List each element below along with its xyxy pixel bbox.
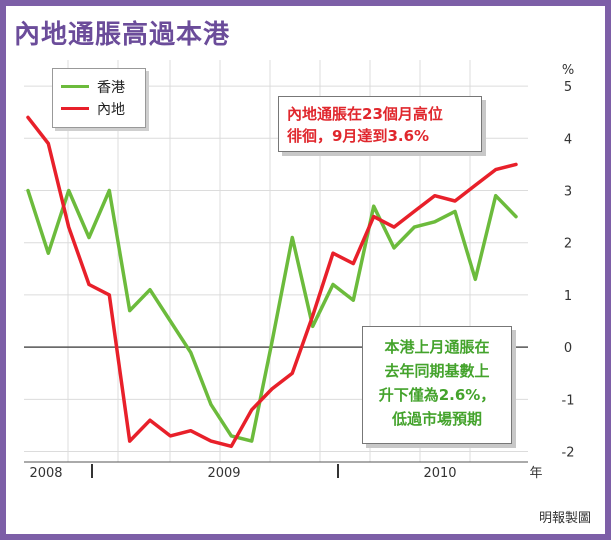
y-tick-label: -1: [562, 393, 575, 408]
x-tick-label: 2009: [207, 466, 240, 481]
hong-kong-annotation-line: 升下僅為2.6%，: [378, 386, 496, 404]
hong-kong-annotation-line: 本港上月通脹在: [384, 338, 490, 356]
y-tick-label: 2: [564, 237, 572, 252]
series-line-mainland: [26, 115, 518, 449]
mainland-annotation: 內地通脹在23個月高位 徘徊，9月達到3.6%: [278, 96, 482, 152]
x-tick-label: 2010: [423, 466, 456, 481]
x-unit-label: 年: [529, 466, 542, 481]
y-unit-label: %: [562, 63, 574, 78]
chart-title: 內地通脹高過本港: [14, 20, 231, 50]
legend-label-hong-kong: 香港: [97, 80, 125, 96]
hong-kong-annotation-line: 低過市場預期: [391, 410, 482, 428]
legend-label-mainland: 內地: [97, 102, 125, 118]
mainland-annotation-line: 內地通脹在23個月高位: [287, 105, 443, 123]
source-credit: 明報製圖: [538, 511, 591, 526]
mainland-annotation-line: 徘徊，9月達到3.6%: [287, 127, 430, 145]
y-tick-label: 3: [564, 185, 572, 200]
legend-swatch-mainland: [61, 107, 89, 110]
x-tick-label: 2008: [29, 466, 62, 481]
hong-kong-annotation: 本港上月通脹在 去年同期基數上 升下僅為2.6%， 低過市場預期: [362, 326, 512, 444]
series-line-hong-kong: [26, 188, 518, 443]
y-tick-label: 5: [564, 80, 572, 95]
legend-item-mainland: 內地: [61, 99, 141, 119]
y-tick-label: 1: [564, 289, 572, 304]
legend-swatch-hong-kong: [61, 85, 89, 88]
legend: 香港 內地: [52, 68, 146, 128]
y-tick-label: -2: [562, 446, 575, 461]
hong-kong-annotation-line: 去年同期基數上: [384, 362, 490, 380]
y-tick-label: 0: [564, 341, 572, 356]
legend-item-hong-kong: 香港: [61, 77, 141, 97]
y-tick-label: 4: [564, 132, 572, 147]
